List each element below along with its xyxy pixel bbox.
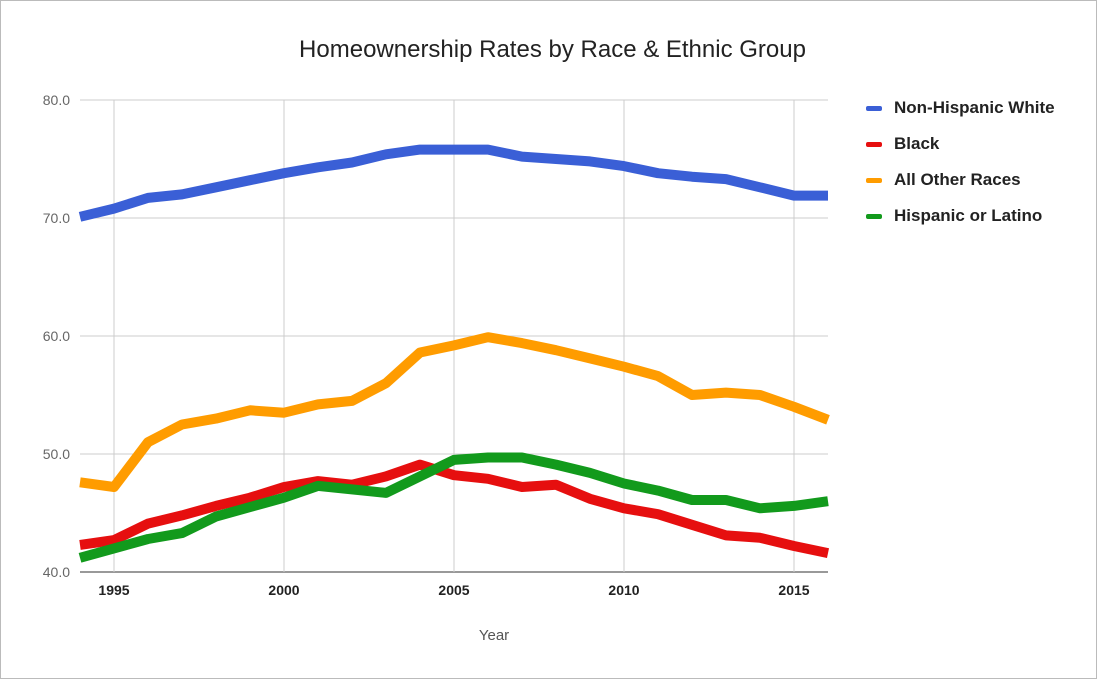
- legend-swatch: [866, 177, 882, 183]
- legend-item: All Other Races: [866, 162, 1055, 198]
- legend-label: Black: [894, 134, 940, 153]
- legend-label: Non-Hispanic White: [894, 98, 1055, 117]
- chart-title: Homeownership Rates by Race & Ethnic Gro…: [299, 36, 806, 63]
- legend-swatch: [866, 141, 882, 147]
- legend-swatch: [866, 105, 882, 111]
- y-tick-label: 40.0: [43, 564, 70, 580]
- legend-label: Hispanic or Latino: [894, 206, 1043, 225]
- legend-item: Black: [866, 126, 1055, 162]
- x-tick-label: 2015: [778, 582, 809, 598]
- legend: Non-Hispanic White Black All Other Races…: [866, 90, 1055, 234]
- x-tick-label: 2000: [268, 582, 299, 598]
- x-tick-label: 2005: [438, 582, 469, 598]
- legend-item: Non-Hispanic White: [866, 90, 1055, 126]
- legend-swatch: [866, 213, 882, 219]
- x-tick-label: 1995: [98, 582, 129, 598]
- y-tick-label: 70.0: [43, 210, 70, 226]
- y-tick-label: 80.0: [43, 92, 70, 108]
- y-tick-label: 60.0: [43, 328, 70, 344]
- y-tick-label: 50.0: [43, 446, 70, 462]
- legend-label: All Other Races: [894, 170, 1021, 189]
- x-tick-label: 2010: [608, 582, 639, 598]
- x-axis-label: Year: [479, 627, 509, 644]
- legend-item: Hispanic or Latino: [866, 198, 1055, 234]
